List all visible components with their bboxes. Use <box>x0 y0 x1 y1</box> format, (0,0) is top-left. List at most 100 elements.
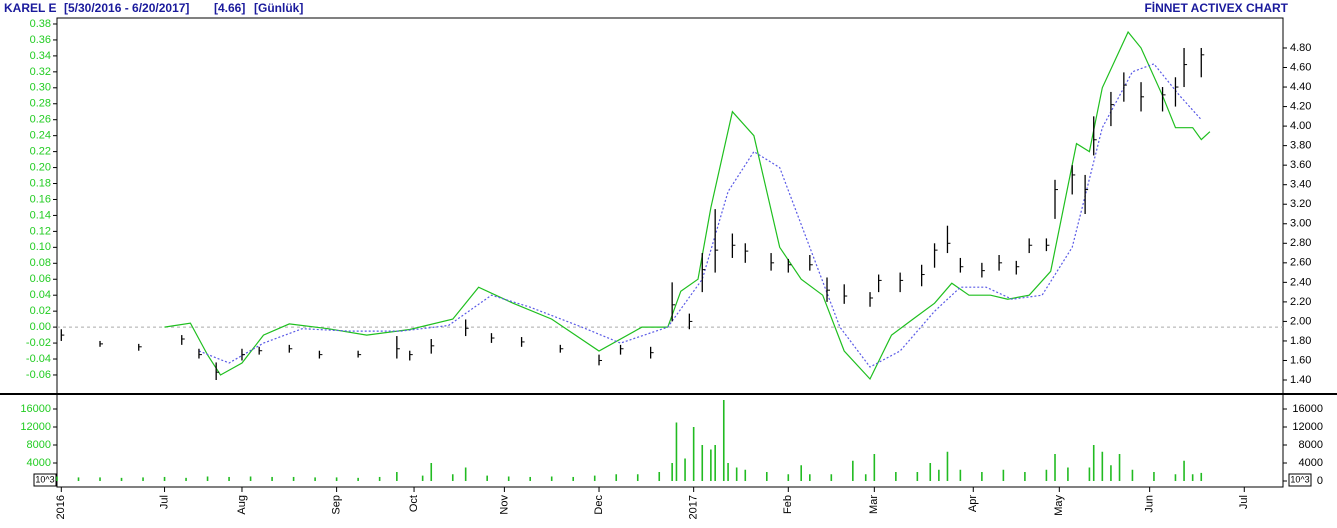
last-price: [4.66] <box>214 1 245 15</box>
y-tick-label: 0.28 <box>30 98 51 110</box>
volume-bar <box>314 477 316 482</box>
x-tick-label: Jul <box>1238 495 1250 509</box>
y-tick-label: 0.00 <box>30 321 51 333</box>
y-tick-label: 0.32 <box>30 66 51 78</box>
y-tick-label: 0.26 <box>30 114 51 126</box>
volume-bar <box>77 477 80 482</box>
y-tick-label: 12000 <box>20 421 51 433</box>
volume-bar <box>744 469 747 482</box>
volume-bar <box>916 472 919 482</box>
volume-bar <box>271 476 273 482</box>
volume-bar <box>335 477 338 482</box>
volume-bar <box>981 472 983 482</box>
volume-bar <box>396 472 398 482</box>
y-tick-label: 4000 <box>27 457 51 469</box>
volume-bar <box>727 463 729 482</box>
brand: FİNNET ACTIVEX CHART <box>1144 0 1288 15</box>
volume-bar <box>1045 469 1048 482</box>
volume-bar <box>507 476 510 482</box>
y-tick-label: -0.06 <box>26 369 51 381</box>
x-tick-label: Jul <box>158 495 170 509</box>
y-tick-label: 0.36 <box>30 34 51 46</box>
volume-bar <box>765 472 768 482</box>
x-tick-label: Sep <box>331 495 343 515</box>
plot-frame <box>56 17 1284 488</box>
volume-bar <box>692 427 695 482</box>
volume-bar <box>206 476 209 482</box>
volume-bar <box>800 465 803 482</box>
volume-bar <box>959 469 962 482</box>
y-tick-label: 0.14 <box>30 209 51 221</box>
y2-tick-label: 12000 <box>1292 421 1323 433</box>
x-tick-label: Dec <box>593 495 605 515</box>
volume-bar <box>464 467 467 482</box>
y-tick-label: -0.04 <box>26 353 51 365</box>
y-tick-label: 0.16 <box>30 193 51 205</box>
unit-label: 10^3 <box>35 474 54 484</box>
volume-bar <box>142 477 144 482</box>
x-tick-label: Apr <box>967 495 979 512</box>
y2-tick-label: 3.20 <box>1290 198 1311 210</box>
x-tick-label: 2016 <box>55 495 67 519</box>
x-tick-label: Nov <box>498 495 510 515</box>
y2-tick-label: 4.40 <box>1290 81 1311 93</box>
volume-bar <box>1174 474 1177 482</box>
volume-bar <box>852 460 854 482</box>
volume-bar <box>701 445 704 482</box>
volume-bar <box>938 469 940 482</box>
x-tick-label: Oct <box>408 495 420 512</box>
volume-bar <box>378 476 381 482</box>
y2-tick-label: 1.60 <box>1290 354 1311 366</box>
volume-bar <box>593 475 596 482</box>
y-tick-label: 0.24 <box>30 130 51 142</box>
volume-bar <box>1024 472 1026 482</box>
volume-bar <box>120 477 123 482</box>
period: [Günlük] <box>254 1 303 15</box>
x-tick-label: Feb <box>782 495 794 514</box>
volume-bar <box>550 476 553 482</box>
y2-tick-label: 8000 <box>1299 439 1323 451</box>
y-tick-label: 0.34 <box>30 50 51 62</box>
volume-bar <box>1131 469 1134 482</box>
unit-label: 10^3 <box>1290 474 1309 484</box>
y-tick-label: -0.02 <box>26 337 51 349</box>
y-tick-label: 0.04 <box>30 289 51 301</box>
date-range: [5/30/2016 - 6/20/2017] <box>64 1 189 15</box>
volume-bar <box>56 476 58 482</box>
volume-bar <box>1110 465 1112 482</box>
y2-tick-label: 2.20 <box>1290 296 1311 308</box>
y2-tick-label: 2.80 <box>1290 237 1311 249</box>
indicator-line <box>198 63 1202 368</box>
y2-tick-label: 3.40 <box>1290 179 1311 191</box>
volume-bar <box>873 454 876 482</box>
volume-bar <box>529 476 531 482</box>
y2-tick-label: 4000 <box>1299 457 1323 469</box>
y2-tick-label: 4.60 <box>1290 61 1311 73</box>
volume-bar <box>185 477 187 482</box>
y-tick-label: 0.30 <box>30 82 51 94</box>
volume-bar <box>228 476 230 482</box>
volume-bar <box>636 474 639 482</box>
volume-bar <box>451 474 454 482</box>
y2-tick-label: 2.40 <box>1290 276 1311 288</box>
y2-tick-label: 0 <box>1317 475 1323 487</box>
volume-bar <box>671 463 673 482</box>
volume-bar <box>1054 454 1056 482</box>
volume-bar <box>787 474 790 482</box>
unit-box <box>1288 473 1312 487</box>
y-tick-label: 0.12 <box>30 225 51 237</box>
y2-tick-label: 4.00 <box>1290 120 1311 132</box>
x-tick-label: 2017 <box>688 495 700 519</box>
volume-bar <box>722 399 725 482</box>
y2-tick-label: 2.60 <box>1290 257 1311 269</box>
volume-bar <box>675 422 678 482</box>
volume-bar <box>830 474 833 482</box>
y2-tick-label: 2.00 <box>1290 315 1311 327</box>
volume-bar <box>1101 451 1104 482</box>
volume-bar <box>1191 474 1194 482</box>
y2-tick-label: 16000 <box>1292 403 1323 415</box>
volume-bar <box>658 472 661 482</box>
y2-tick-label: 4.20 <box>1290 100 1311 112</box>
volume-bar <box>421 475 424 482</box>
y-tick-label: 0.10 <box>30 241 51 253</box>
